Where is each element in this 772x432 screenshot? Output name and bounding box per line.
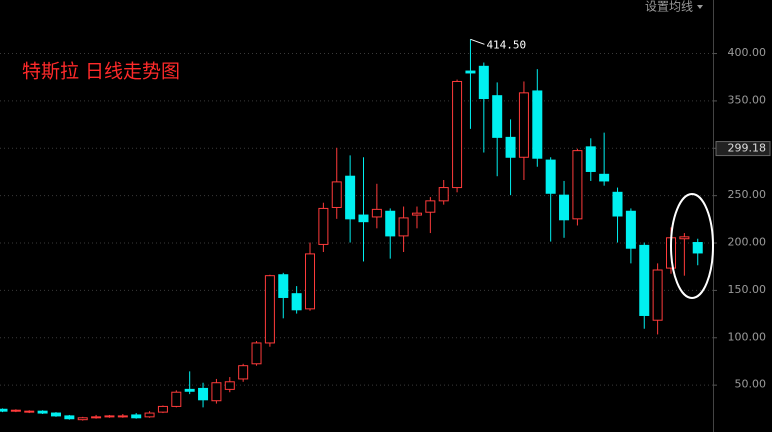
candle-body xyxy=(478,65,489,100)
settings-button[interactable]: 设置均线 xyxy=(645,0,703,14)
y-tick-label: 100.00 xyxy=(728,330,767,343)
candle-body xyxy=(452,80,463,189)
candle-body xyxy=(532,90,543,159)
y-tick-label: 250.00 xyxy=(728,188,767,201)
candle-body xyxy=(692,242,703,254)
candle-body xyxy=(572,150,583,220)
candle-body xyxy=(171,391,182,407)
y-tick-label: 400.00 xyxy=(728,46,767,59)
candle-body xyxy=(371,208,382,218)
candle-body xyxy=(585,146,596,172)
candle-body xyxy=(251,342,262,365)
candle-body xyxy=(398,217,409,237)
candle-body xyxy=(425,200,436,213)
y-tick-label: 50.00 xyxy=(735,378,767,391)
candle-body xyxy=(211,382,222,402)
candle-body xyxy=(505,136,516,158)
y-tick-label: 150.00 xyxy=(728,283,767,296)
current-price-label: 299.18 xyxy=(728,142,767,155)
candle-body xyxy=(184,388,195,392)
candle-body xyxy=(50,412,61,417)
candle-body xyxy=(91,416,102,419)
annotations: 299.18 414.50 xyxy=(470,38,771,157)
candle-body xyxy=(625,210,636,249)
candle-body xyxy=(411,212,422,216)
candle-body xyxy=(305,253,316,310)
candle-body xyxy=(358,214,369,223)
candle-body xyxy=(104,415,115,418)
candle-body xyxy=(639,244,650,316)
candle-body xyxy=(438,187,449,202)
chart-title: 特斯拉 日线走势图 xyxy=(22,61,180,83)
candle-body xyxy=(264,275,275,344)
candle-body xyxy=(278,274,289,298)
candle-body xyxy=(291,293,302,311)
candle-body xyxy=(24,410,35,413)
candle-body xyxy=(198,387,209,401)
candles xyxy=(0,39,703,421)
current-price-box xyxy=(715,141,771,157)
candle-body xyxy=(599,173,610,182)
candle-body xyxy=(331,181,342,208)
candle-body xyxy=(318,207,329,245)
candle-body xyxy=(64,415,75,420)
candle-body xyxy=(37,410,48,414)
candle-body xyxy=(518,92,529,158)
candle-body xyxy=(157,405,168,413)
candle-body xyxy=(559,194,570,221)
candle-body xyxy=(385,210,396,237)
candle-body xyxy=(224,381,235,390)
y-tick-label: 350.00 xyxy=(728,93,767,106)
candle-body xyxy=(465,70,476,74)
peak-label: 414.50 xyxy=(486,38,526,51)
candle-body xyxy=(10,409,21,412)
candle-body xyxy=(0,408,8,412)
candle-body xyxy=(345,175,356,220)
candle-body xyxy=(545,159,556,194)
candle-body xyxy=(652,269,663,321)
settings-label[interactable]: 设置均线 xyxy=(645,0,693,14)
candle-body xyxy=(117,415,128,418)
candle-body xyxy=(77,417,88,421)
candle-body xyxy=(612,191,623,217)
candle-body xyxy=(679,236,690,240)
peak-pointer xyxy=(470,38,485,45)
candle-body xyxy=(238,365,249,380)
candle-body xyxy=(131,414,142,419)
highlight-ellipse xyxy=(670,193,714,299)
y-tick-label: 200.00 xyxy=(728,236,767,249)
candle-body xyxy=(492,95,503,138)
candle-body xyxy=(144,412,155,418)
dropdown-arrow[interactable] xyxy=(697,5,703,9)
